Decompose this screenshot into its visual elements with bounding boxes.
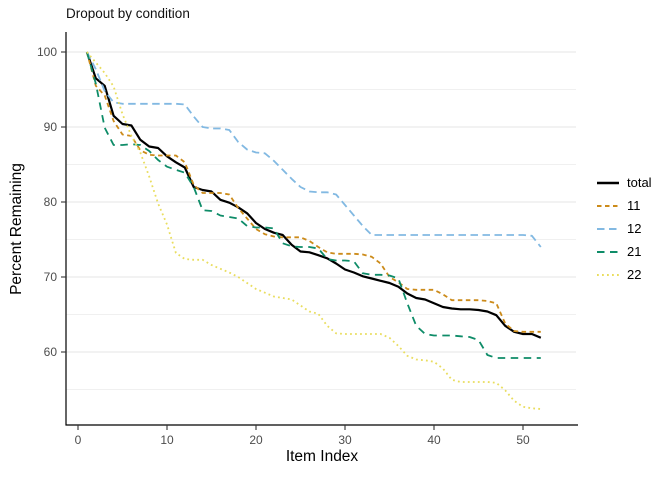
gridlines <box>66 51 576 390</box>
legend-label: 22 <box>627 267 642 282</box>
legend-entry-c12: 12 <box>596 217 652 240</box>
x-tick-label: 0 <box>75 433 82 447</box>
x-tick-label: 40 <box>427 433 441 447</box>
legend-key-line-total <box>597 181 619 184</box>
x-tick-label: 30 <box>338 433 352 447</box>
x-tick-label: 20 <box>249 433 263 447</box>
legend-label: total <box>627 175 652 190</box>
legend-entry-c22: 22 <box>596 263 652 286</box>
series-c22 <box>86 51 541 410</box>
y-tick-label: 70 <box>44 270 58 284</box>
legend-label: 21 <box>627 244 642 259</box>
legend-key-line-c12 <box>597 227 619 230</box>
legend-label: 12 <box>627 221 642 236</box>
x-axis-title: Item Index <box>285 448 359 465</box>
series-c21 <box>86 51 541 359</box>
legend-entry-c11: 11 <box>596 194 652 217</box>
y-tick-label: 80 <box>44 195 58 209</box>
chart-title: Dropout by condition <box>66 6 190 21</box>
legend-key-line-c11 <box>597 204 619 207</box>
y-tick-label: 90 <box>44 120 58 134</box>
legend-label: 11 <box>627 198 641 213</box>
x-tick-label: 10 <box>160 433 174 447</box>
series-c12 <box>86 51 542 248</box>
y-tick-label: 100 <box>37 45 57 59</box>
legend-entry-c21: 21 <box>596 240 652 263</box>
axes: 100 90 80 70 60 0 10 20 30 40 50 <box>37 32 578 447</box>
legend-entry-total: total <box>596 171 652 194</box>
legend-key-line-c22 <box>597 273 619 276</box>
y-axis-title: Percent Remaining <box>8 163 25 295</box>
legend: total 11 12 21 22 <box>596 171 652 286</box>
legend-key-line-c21 <box>597 250 619 253</box>
series-total <box>85 51 542 339</box>
y-tick-label: 60 <box>44 345 58 359</box>
series-c11 <box>86 51 541 333</box>
x-tick-label: 50 <box>516 433 530 447</box>
